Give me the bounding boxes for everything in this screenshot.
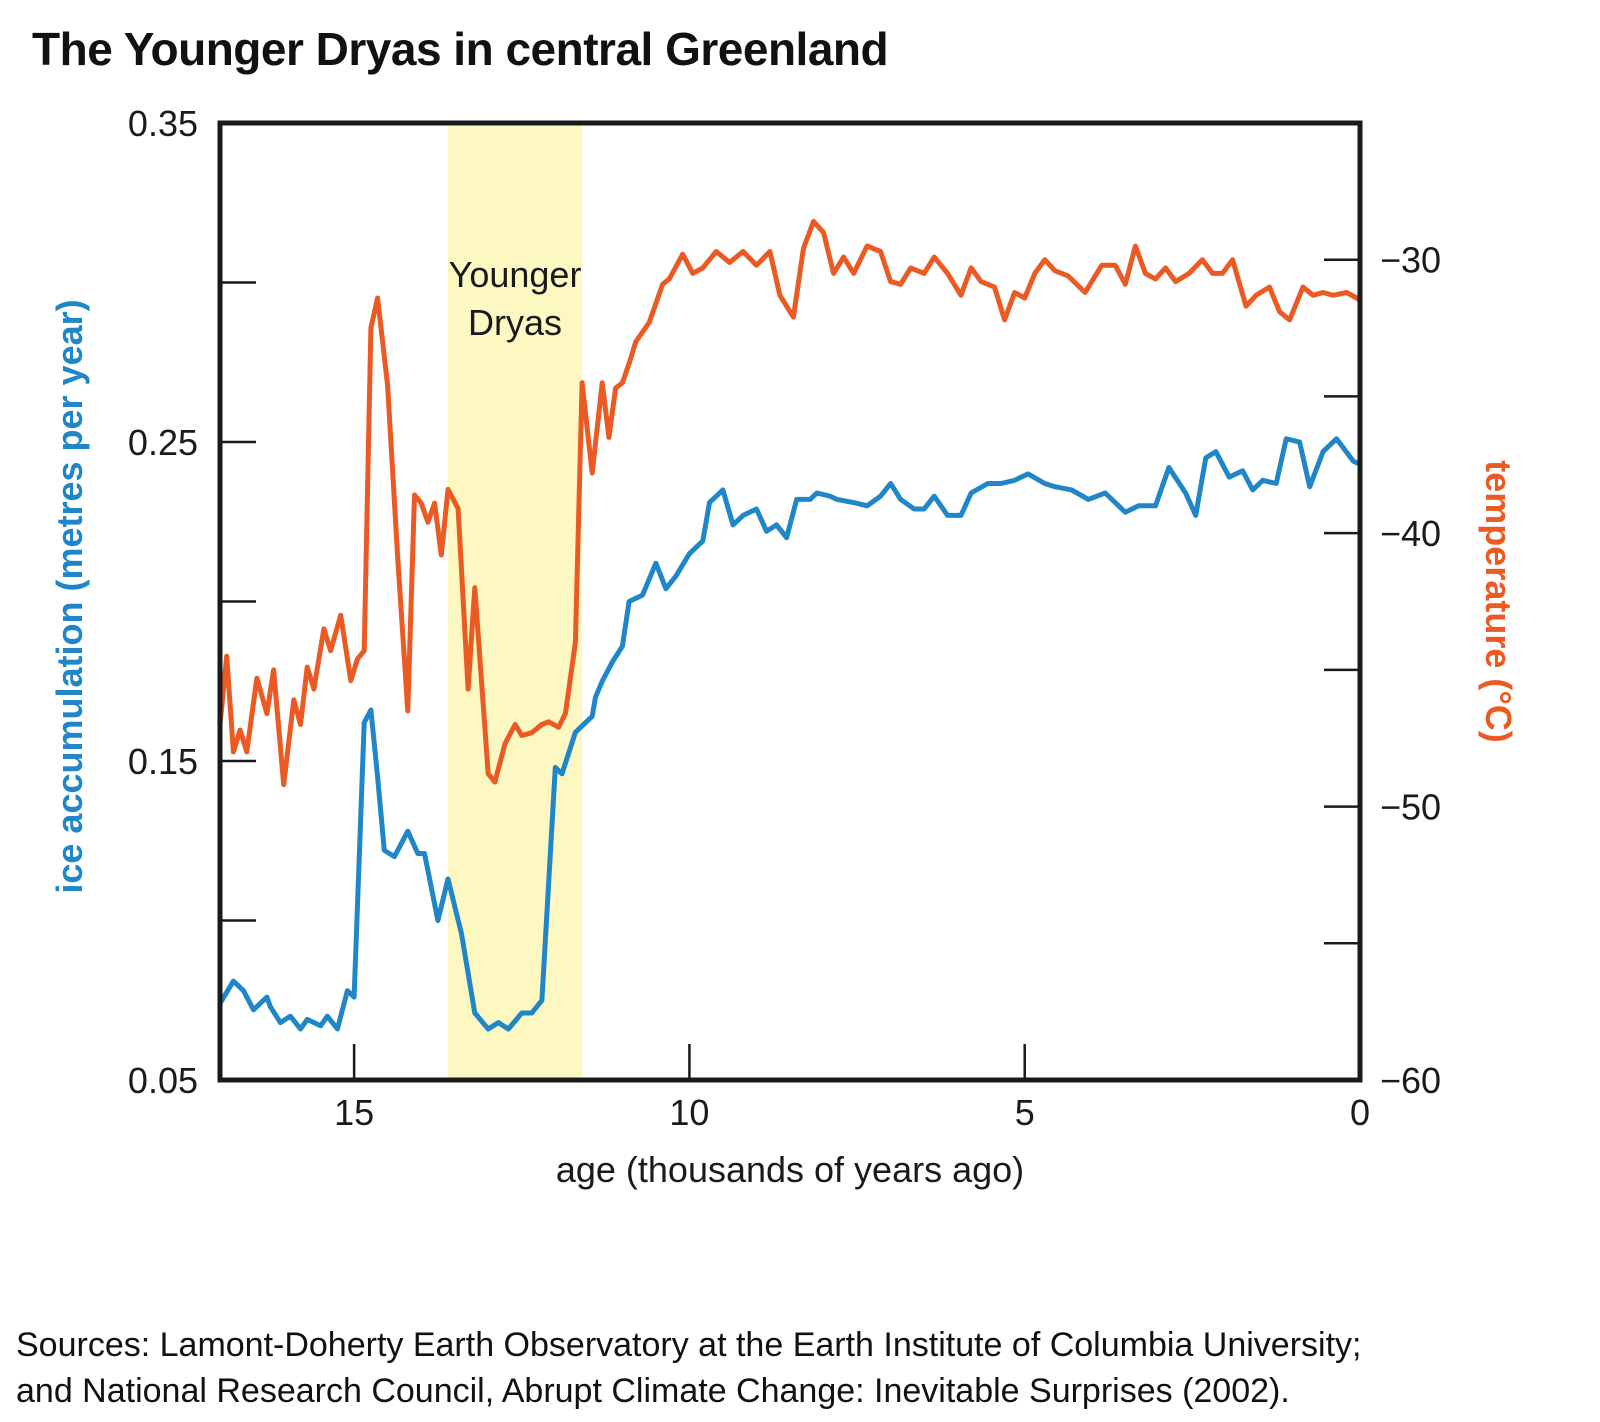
chart-svg: Younger Dryas 15 10 5 0 0.35 0.25 0.15 0.05 −30 −4… [49, 103, 1519, 1190]
y-right-tick-label: −30 [1380, 240, 1441, 281]
y-left-tick-label: 0.15 [128, 741, 198, 782]
y-right-tick-label: −40 [1380, 513, 1441, 554]
chart-title: The Younger Dryas in central Greenland [32, 23, 889, 75]
sources-note: Sources: Lamont-Doherty Earth Observator… [16, 1322, 1361, 1414]
temperature-line [217, 218, 1363, 788]
y-left-tick-label: 0.05 [128, 1060, 198, 1101]
y-right-axis-title: temperature (°C) [1478, 460, 1519, 742]
series-layer [217, 218, 1363, 1032]
y-left-tick-label: 0.35 [128, 103, 198, 144]
x-tick-label: 15 [334, 1092, 374, 1133]
sources-line-1: Sources: Lamont-Doherty Earth Observator… [16, 1326, 1362, 1364]
younger-dryas-band [448, 123, 583, 1080]
x-tick-label: 5 [1015, 1092, 1035, 1133]
y-right-tick-label: −60 [1380, 1060, 1441, 1101]
x-axis-title: age (thousands of years ago) [556, 1149, 1024, 1190]
sources-line-2: and National Research Council, Abrupt Cl… [16, 1372, 1290, 1410]
ticks-layer [220, 121, 1362, 1082]
younger-dryas-label-line: Dryas [468, 302, 562, 343]
x-tick-label: 0 [1350, 1092, 1370, 1133]
younger-dryas-label-line: Younger [449, 254, 582, 295]
y-left-tick-label: 0.25 [128, 422, 198, 463]
x-tick-label: 10 [669, 1092, 709, 1133]
y-right-tick-label: −50 [1380, 787, 1441, 828]
younger-dryas-label: Younger Dryas [449, 254, 582, 343]
axis-labels: 15 10 5 0 0.35 0.25 0.15 0.05 −30 −40 −50 −60 age (t… [49, 103, 1519, 1190]
y-left-axis-title: ice accumulation (metres per year) [49, 299, 90, 893]
ice-accumulation-line [217, 436, 1363, 1032]
plot-frame [217, 120, 1363, 1083]
